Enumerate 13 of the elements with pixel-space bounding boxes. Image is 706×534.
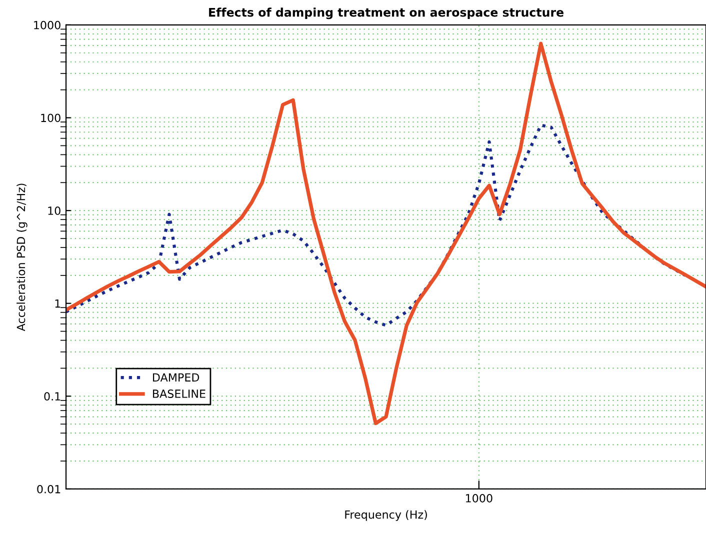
legend-label: BASELINE xyxy=(153,390,206,398)
y-tick-label: 100 xyxy=(41,114,60,122)
y-tick-label: 1000 xyxy=(34,20,60,30)
line-series xyxy=(66,124,687,327)
y-axis-title: Acceleration PSD (g^2/Hz) xyxy=(16,184,28,332)
y-tick-label: 0.01 xyxy=(37,484,60,494)
line-series xyxy=(66,42,706,426)
y-tick-label: 10 xyxy=(48,206,60,215)
x-axis-title: Frequency (Hz) xyxy=(345,510,427,521)
legend-label: DAMPED xyxy=(153,373,200,382)
chart-title: Effects of damping treatment on aerospace structure xyxy=(209,8,564,20)
y-tick-label: 1 xyxy=(55,299,60,308)
y-tick-label: 0.1 xyxy=(44,392,60,401)
